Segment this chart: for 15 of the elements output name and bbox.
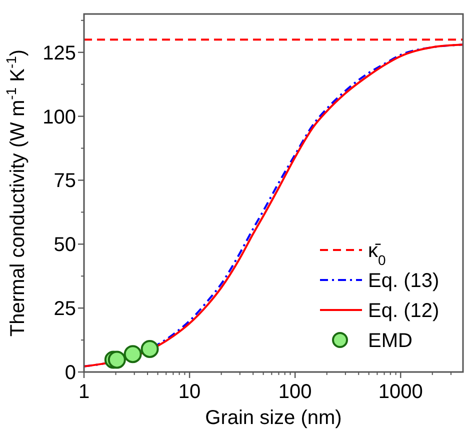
legend-label: Eq. (13) — [368, 270, 440, 292]
x-axis-title: Grain size (nm) — [205, 407, 342, 429]
y-tick-label: 50 — [54, 234, 76, 256]
y-tick-label: 75 — [54, 170, 76, 192]
x-tick-label: 1000 — [378, 381, 423, 403]
y-tick-label: 25 — [54, 298, 76, 320]
x-tick-label: 1 — [78, 381, 90, 403]
x-tick-label: 10 — [178, 381, 201, 403]
y-tick-label: 100 — [42, 106, 76, 128]
legend-label: Eq. (12) — [368, 300, 440, 322]
y-tick-label: 125 — [42, 42, 76, 64]
legend-label: κ̄$_{0}$ — [368, 240, 386, 268]
legend-label: EMD — [368, 330, 412, 352]
y-tick-label: 0 — [64, 362, 76, 384]
x-tick-label: 100 — [278, 381, 312, 403]
